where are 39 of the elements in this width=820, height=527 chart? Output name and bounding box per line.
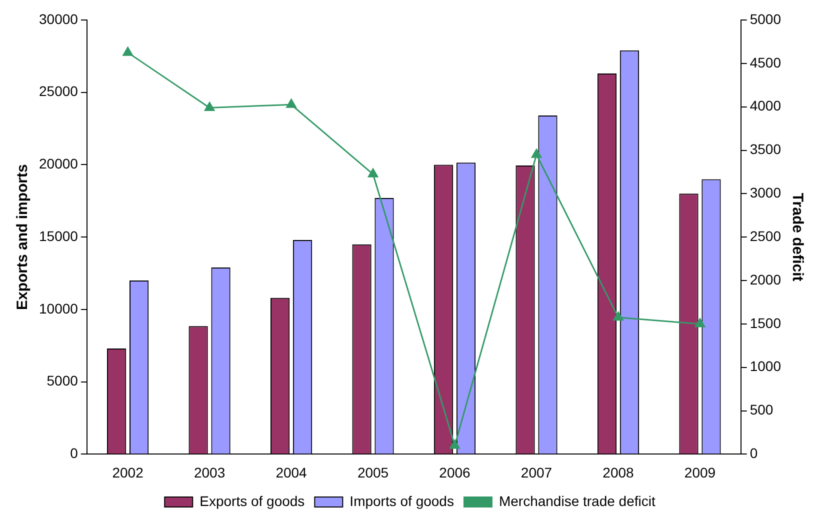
y-tick-label: 10000	[38, 300, 78, 316]
y-tick-label: 15000	[38, 228, 78, 244]
y2-tick-label: 3500	[750, 141, 782, 158]
y2-tick-label: 2500	[750, 228, 782, 244]
x-tick-label: 2009	[684, 464, 716, 480]
y2-tick-label: 1500	[750, 314, 782, 331]
point	[286, 98, 296, 108]
x-tick-label: 2004	[276, 464, 308, 480]
x-tick-label: 2008	[602, 464, 634, 480]
legend-label: Imports of goods	[350, 492, 454, 509]
x-tick-label: 2003	[194, 464, 226, 480]
point	[368, 168, 378, 178]
y2-tick-label: 3000	[750, 184, 782, 201]
legend-label: Merchandise trade deficit	[498, 492, 656, 509]
y-tick-label: 20000	[38, 156, 78, 172]
y2-tick-label: 4500	[750, 54, 782, 70]
x-tick-label: 2005	[357, 464, 389, 480]
x-tick-label: 2007	[520, 464, 552, 480]
y2-tick-label: 4000	[750, 98, 782, 114]
legend-label: Exports of goods	[200, 492, 305, 509]
y2-tick-label: 1000	[750, 358, 782, 374]
point	[694, 318, 706, 328]
y-tick-label: 25000	[38, 83, 78, 100]
point	[122, 46, 133, 56]
point	[531, 148, 542, 158]
y-tick-label: 30000	[38, 10, 78, 27]
y-tick-label: 0	[70, 445, 78, 462]
point	[204, 102, 215, 111]
y2-tick-label: 5000	[750, 10, 782, 27]
y-axis-title: Exports and imports	[14, 164, 32, 310]
y2-tick-label: 500	[750, 402, 774, 418]
point	[613, 312, 624, 321]
y2-tick-label: 2000	[750, 271, 782, 288]
y-tick-label: 5000	[46, 372, 78, 389]
y2-axis-title: Trade deficit	[788, 192, 806, 282]
x-tick-label: 2006	[439, 464, 471, 480]
point	[450, 440, 460, 449]
y2-tick-label: 0	[750, 445, 758, 462]
x-tick-label: 2002	[112, 464, 144, 480]
